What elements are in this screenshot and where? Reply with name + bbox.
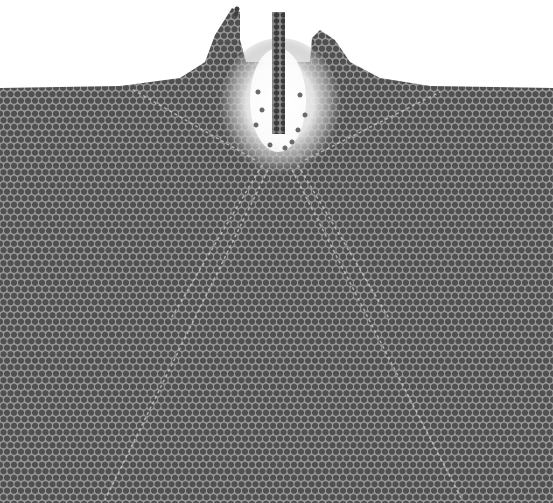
simulation-view	[0, 0, 553, 503]
page	[0, 0, 553, 503]
projectile	[272, 12, 285, 134]
